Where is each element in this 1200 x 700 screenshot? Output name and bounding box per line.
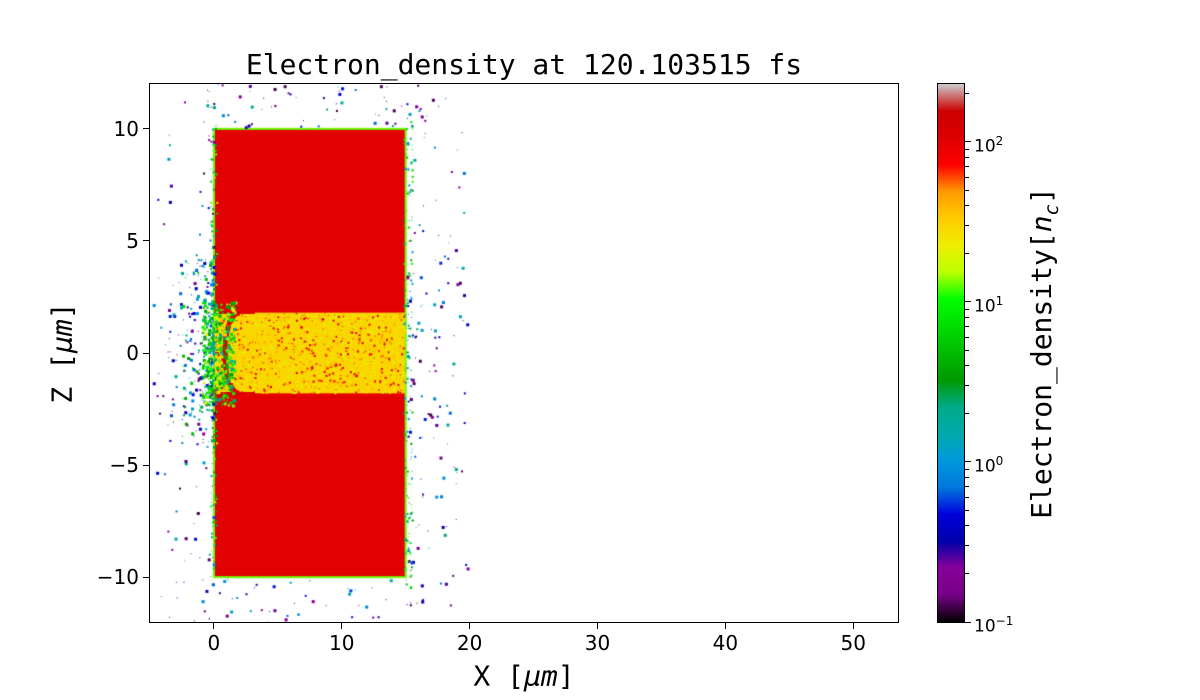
colorbar-minor-tick xyxy=(965,176,969,178)
colorbar-minor-tick xyxy=(965,253,969,255)
plot-area xyxy=(149,83,899,623)
y-tick xyxy=(143,128,150,130)
colorbar-tick-label: 10−1 xyxy=(974,614,1014,637)
y-axis-label-close: ] xyxy=(45,302,79,320)
y-tick-label: −5 xyxy=(109,453,139,478)
x-tick-label: 30 xyxy=(584,631,611,655)
colorbar-minor-tick xyxy=(965,486,969,488)
colorbar-minor-tick xyxy=(965,316,969,318)
y-tick-label: 5 xyxy=(126,228,139,253)
colorbar-minor-tick xyxy=(965,496,969,498)
y-axis-label: Z [μm] xyxy=(46,302,79,403)
y-axis-label-text: Z [ xyxy=(45,353,79,404)
x-tick-label: 20 xyxy=(456,631,483,655)
x-tick xyxy=(213,622,215,629)
colorbar-minor-tick xyxy=(965,573,969,575)
colorbar-minor-tick xyxy=(965,509,969,511)
colorbar-minor-tick xyxy=(965,166,969,168)
y-tick-label: 10 xyxy=(113,116,139,141)
x-tick-label: 0 xyxy=(207,631,221,655)
chart-title: Electron_density at 120.103515 fs xyxy=(245,48,803,81)
colorbar-minor-tick xyxy=(965,156,969,158)
colorbar-minor-tick xyxy=(965,326,969,328)
colorbar-label-close: ] xyxy=(1025,187,1059,204)
x-axis-label: X [μm] xyxy=(473,660,574,693)
colorbar-label: Electron_density[nc] xyxy=(1025,187,1063,519)
x-tick xyxy=(724,622,726,629)
y-tick xyxy=(143,352,150,354)
x-tick xyxy=(597,622,599,629)
colorbar-minor-tick xyxy=(965,468,969,470)
y-tick xyxy=(143,464,150,466)
x-axis-label-close: ] xyxy=(557,659,575,693)
colorbar-minor-tick xyxy=(965,189,969,191)
colorbar-minor-tick xyxy=(965,365,969,367)
colorbar-tick xyxy=(965,141,971,143)
y-axis-unit: μm xyxy=(45,319,79,353)
colorbar-label-unit: n xyxy=(1025,215,1059,233)
colorbar-tick-label: 101 xyxy=(974,293,1004,317)
colorbar-minor-tick xyxy=(965,205,969,207)
colorbar-minor-tick xyxy=(965,308,969,310)
x-tick-label: 10 xyxy=(329,631,355,655)
colorbar-minor-tick xyxy=(965,225,969,227)
y-tick-label: −10 xyxy=(96,565,139,590)
colorbar-minor-tick xyxy=(965,385,969,387)
y-tick xyxy=(143,240,150,242)
x-tick xyxy=(341,622,343,629)
x-axis-label-text: X [ xyxy=(473,659,524,693)
colorbar-minor-tick xyxy=(965,349,969,351)
colorbar-tick-label: 100 xyxy=(974,453,1004,477)
x-tick-label: 40 xyxy=(712,631,739,655)
x-tick xyxy=(852,622,854,629)
colorbar-minor-tick xyxy=(965,525,969,527)
colorbar xyxy=(937,83,965,623)
colorbar-tick xyxy=(965,461,971,463)
colorbar-tick xyxy=(965,301,971,303)
colorbar-label-sub: c xyxy=(1040,203,1063,216)
colorbar-minor-tick xyxy=(965,545,969,547)
colorbar-minor-tick xyxy=(965,413,969,415)
colorbar-label-text: Electron_density[ xyxy=(1025,232,1059,519)
colorbar-minor-tick xyxy=(965,336,969,338)
x-tick xyxy=(469,622,471,629)
y-tick-label: 0 xyxy=(126,341,139,365)
colorbar-minor-tick xyxy=(965,148,969,150)
colorbar-tick-label: 102 xyxy=(974,133,1004,157)
x-tick-label: 50 xyxy=(840,631,866,655)
y-tick xyxy=(143,576,150,578)
colorbar-minor-tick xyxy=(965,93,969,95)
heatmap-canvas xyxy=(150,84,898,622)
x-axis-unit: μm xyxy=(524,659,558,693)
colorbar-tick xyxy=(965,621,971,623)
colorbar-minor-tick xyxy=(965,476,969,478)
